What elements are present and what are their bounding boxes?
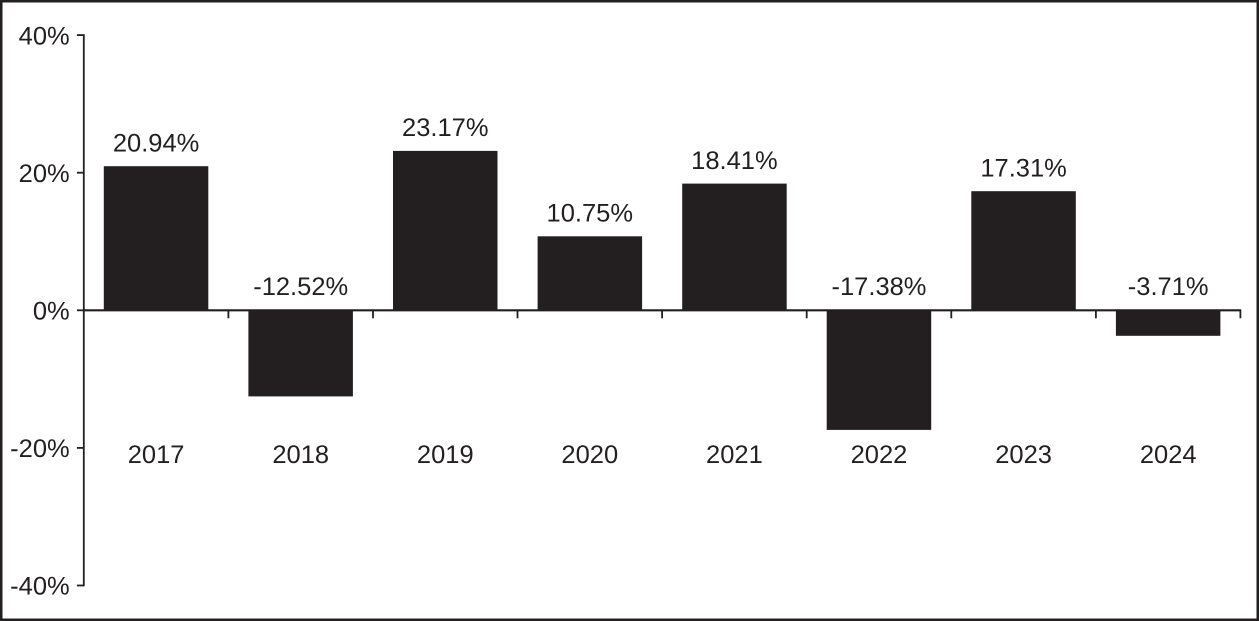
svg-text:17.31%: 17.31% (980, 154, 1067, 182)
svg-text:-17.38%: -17.38% (832, 273, 927, 301)
svg-text:2024: 2024 (1140, 441, 1197, 469)
svg-text:20.94%: 20.94% (113, 129, 200, 157)
svg-text:2022: 2022 (851, 441, 908, 469)
svg-text:2020: 2020 (561, 441, 618, 469)
svg-text:18.41%: 18.41% (691, 147, 778, 175)
svg-text:0%: 0% (33, 298, 70, 326)
svg-text:10.75%: 10.75% (547, 200, 634, 228)
svg-text:40%: 40% (19, 22, 70, 50)
svg-text:2021: 2021 (706, 441, 763, 469)
svg-text:23.17%: 23.17% (402, 114, 489, 142)
svg-text:-3.71%: -3.71% (1128, 273, 1209, 301)
svg-text:-20%: -20% (10, 435, 70, 463)
svg-text:2017: 2017 (128, 441, 185, 469)
svg-text:2023: 2023 (995, 441, 1052, 469)
svg-text:-12.52%: -12.52% (253, 273, 348, 301)
svg-text:2018: 2018 (272, 441, 329, 469)
svg-text:-40%: -40% (10, 573, 70, 601)
svg-text:20%: 20% (19, 160, 70, 188)
svg-text:2019: 2019 (417, 441, 474, 469)
